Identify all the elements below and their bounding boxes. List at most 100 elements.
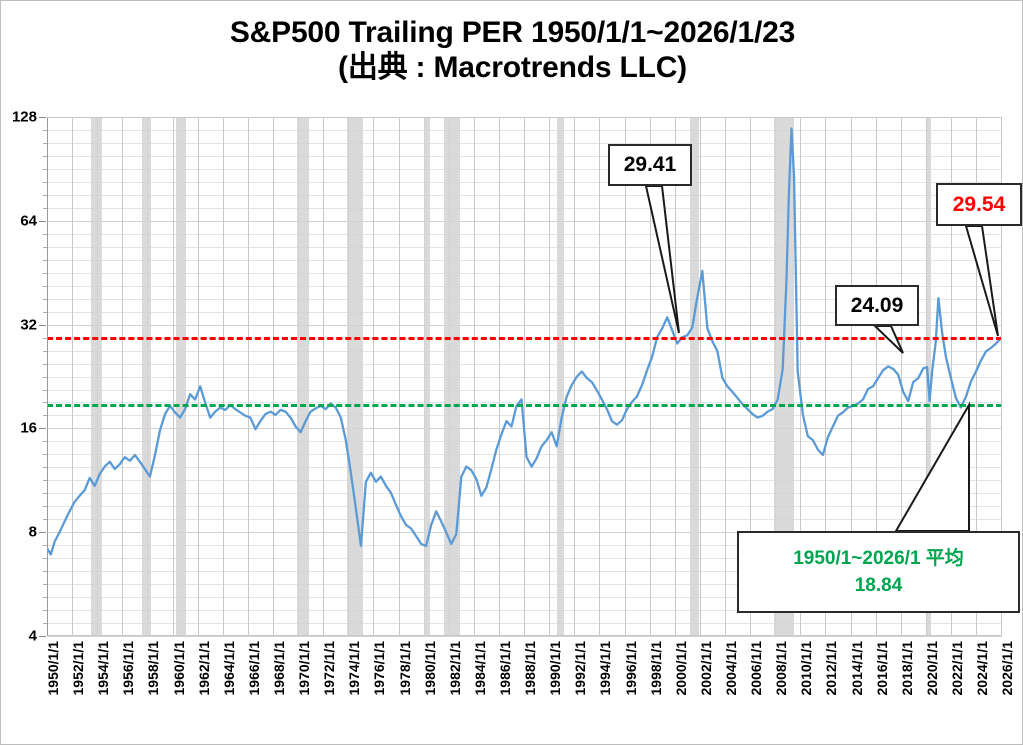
x-axis-tick-label: 1996/1/1 [622,641,639,696]
gridline-vertical [197,117,199,636]
x-axis-tick-label: 1962/1/1 [195,641,212,696]
x-axis-tick-label: 1970/1/1 [296,641,313,696]
x-axis-tick-label: 2016/1/1 [873,641,890,696]
y-axis-minor-tick [43,311,47,313]
x-axis-tick-label: 1950/1/1 [45,641,61,696]
gridline-vertical [172,117,174,636]
y-axis-minor-tick [43,506,47,508]
y-axis-tick-mark [39,428,46,430]
gridline-vertical [699,117,701,636]
gridline-vertical [624,117,626,636]
y-axis-minor-tick [43,285,47,287]
recession-band [927,117,932,636]
gridline-vertical [800,117,802,636]
gridline-vertical [724,117,726,636]
y-axis-minor-tick [43,259,47,261]
x-axis-tick-label: 1956/1/1 [120,641,137,696]
y-axis-minor-tick [43,441,47,443]
y-axis-tick-mark [39,324,46,326]
callout-peak-2000-value: 29.41 [623,153,677,176]
y-axis-minor-tick [43,610,47,612]
x-axis-tick-label: 2010/1/1 [798,641,815,696]
callout-average-period: 1950/1~2026/1 平均 [793,547,964,569]
y-axis-minor-tick [43,597,47,599]
x-axis-tick-label: 1998/1/1 [647,641,664,696]
y-axis-minor-tick [43,272,47,274]
recession-band [689,117,699,636]
gridline-vertical [850,117,852,636]
y-axis-minor-tick [43,558,47,560]
recession-band [142,117,152,636]
x-axis-tick-label: 1992/1/1 [572,641,589,696]
recession-band [443,117,460,636]
gridline-vertical [499,117,500,636]
gridline-vertical [247,117,249,636]
x-axis-tick-label: 1972/1/1 [321,641,338,696]
x-axis-tick-label: 1984/1/1 [471,641,488,696]
y-axis-tick-mark [39,532,46,534]
chart-title-block: S&P500 Trailing PER 1950/1/1~2026/1/23 (… [1,15,1023,86]
y-axis-minor-tick [43,389,47,391]
plot-area [47,117,1003,637]
y-axis-minor-tick [43,571,47,573]
recession-band [423,117,430,636]
y-axis-minor-tick [43,584,47,586]
x-axis-tick-label: 2002/1/1 [697,641,714,696]
gridline-vertical [273,117,274,636]
gridline-vertical [674,117,676,636]
y-axis-minor-tick [43,194,47,196]
callout-average-per: 1950/1~2026/1 平均 18.84 [737,531,1020,613]
y-axis-tick-label: 16 [20,419,37,437]
callout-current-per-value: 29.54 [952,192,1006,216]
gridline-vertical [524,117,526,636]
x-axis-tick-label: 2012/1/1 [823,641,840,696]
y-axis-minor-tick [43,415,47,417]
gridline-vertical [72,117,74,636]
y-axis-minor-tick [43,337,47,339]
y-axis-minor-tick [43,246,47,248]
x-axis-tick-label: 2026/1/1 [999,641,1016,696]
x-axis-tick-label: 1968/1/1 [271,641,287,696]
x-axis-tick-label: 1978/1/1 [396,641,413,696]
y-axis-tick-label: 8 [28,523,37,541]
recession-band [773,117,794,636]
y-axis-minor-tick [43,181,47,183]
x-axis-tick-label: 1958/1/1 [145,641,162,696]
y-axis-tick-mark [39,117,46,118]
y-axis-minor-tick [43,467,47,469]
recession-band [176,117,187,636]
gridline-vertical [900,117,902,636]
callout-peak-2000: 29.41 [608,144,692,186]
gridline-vertical [875,117,877,636]
gridline-vertical [825,117,827,636]
y-axis-minor-tick [43,155,47,157]
gridline-vertical [323,117,325,636]
gridline-vertical [574,117,576,636]
x-axis-tick-label: 1994/1/1 [597,641,614,696]
x-axis-tick-label: 2024/1/1 [974,641,990,696]
x-axis-tick-label: 2004/1/1 [722,641,739,696]
x-axis-tick-label: 2006/1/1 [748,641,764,696]
gridline-vertical [473,117,475,636]
x-axis-tick-label: 1976/1/1 [371,641,388,696]
reference-line-current [47,336,1002,340]
gridline-vertical [549,117,551,636]
y-axis-minor-tick [43,168,47,170]
x-axis-tick-label: 2008/1/1 [773,641,790,696]
reference-line-average [47,403,1002,407]
x-axis-tick-label: 1990/1/1 [547,641,564,696]
recession-band [296,117,310,636]
x-axis: 1950/1/1 1952/1/1 1954/1/1 1956/1/1 1958/1/1… [45,641,1015,746]
recession-band [347,117,364,636]
x-axis-tick-label: 1986/1/1 [497,641,513,696]
y-axis-minor-tick [43,143,47,144]
x-axis-tick-label: 1954/1/1 [95,641,112,696]
x-axis-tick-label: 1966/1/1 [245,641,262,696]
page-title: S&P500 Trailing PER 1950/1/1~2026/1/23 [229,16,796,49]
y-axis-tick-label: 128 [11,108,37,126]
y-axis-tick-label: 32 [20,316,37,334]
y-axis-minor-tick [43,298,47,300]
y-axis-minor-tick [43,363,47,365]
y-axis-minor-tick [43,376,47,378]
